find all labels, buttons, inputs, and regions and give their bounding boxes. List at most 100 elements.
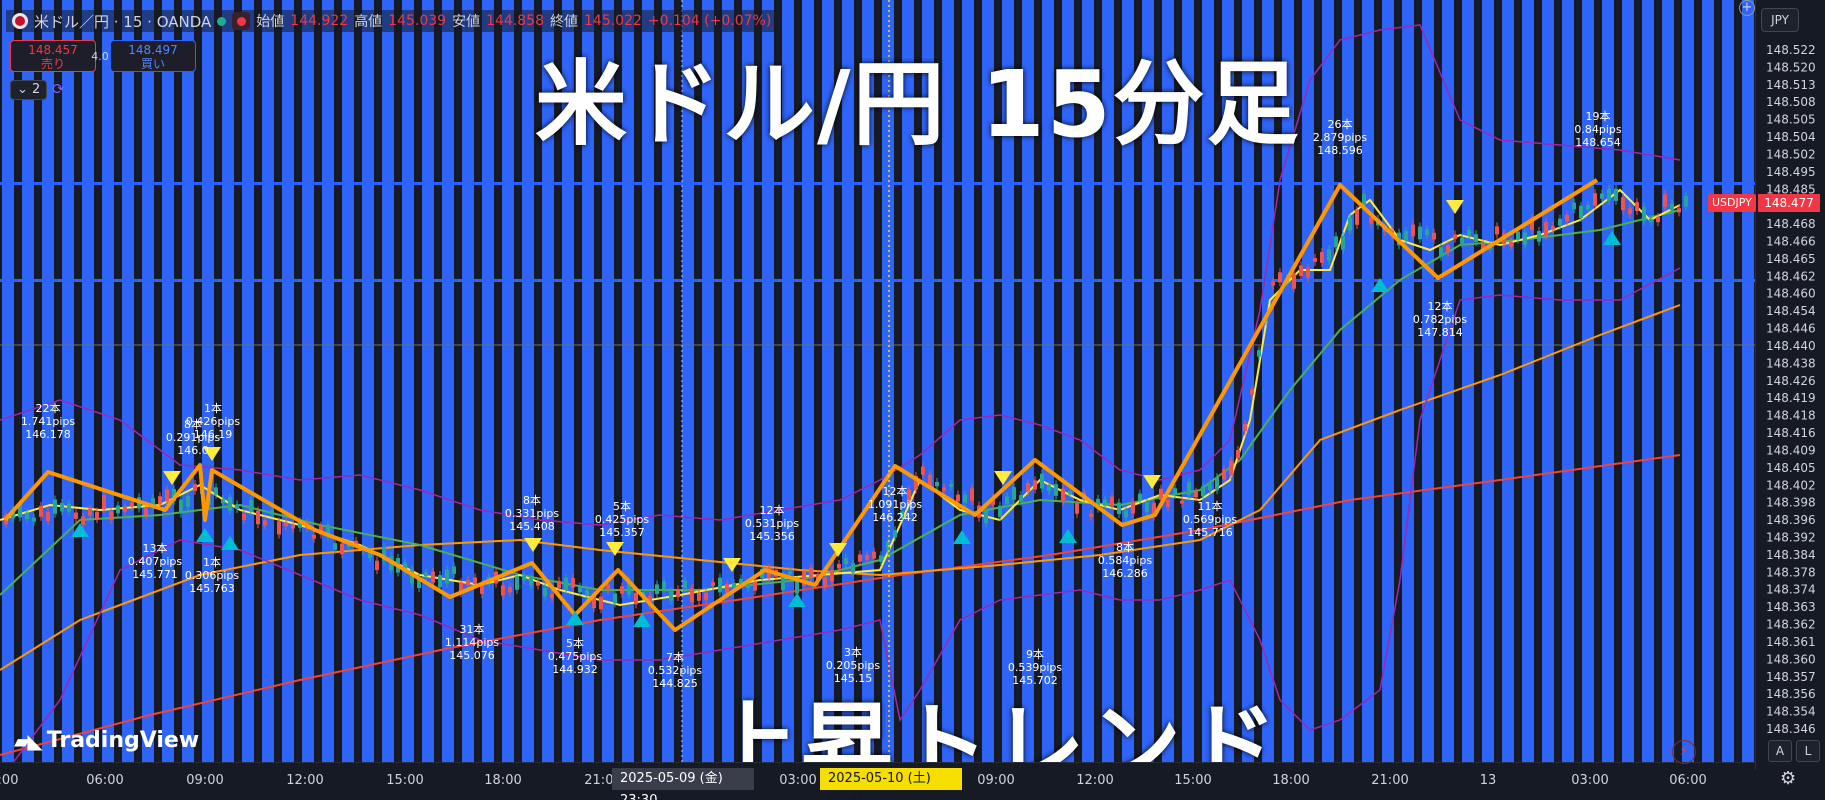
gear-icon[interactable]: ⚙	[1780, 768, 1797, 789]
candle-body	[1194, 491, 1198, 498]
annotation-text: 5本	[566, 636, 584, 650]
price-tick-label: 148.354	[1766, 705, 1816, 719]
price-tick-label: 148.438	[1766, 356, 1816, 370]
auto-scale-button[interactable]: A	[1768, 740, 1792, 762]
candle-body	[1642, 206, 1646, 222]
low-label: 安値	[452, 14, 481, 30]
annotation-text: 145.356	[749, 530, 795, 543]
tradingview-logo[interactable]: ▰◣ TradingView	[14, 728, 199, 753]
price-tick-label: 148.409	[1766, 443, 1816, 457]
stripe	[1282, 0, 1294, 762]
add-plus-icon[interactable]: +	[1739, 0, 1755, 16]
change-value: +0.104 (+0.07%)	[647, 13, 772, 29]
candle-body	[1369, 217, 1373, 224]
annotation-text: 0.407pips	[128, 555, 183, 568]
stripe	[1042, 0, 1054, 762]
candle-body	[11, 510, 15, 519]
sync-icon[interactable]: ⟳	[52, 80, 65, 98]
sell-button[interactable]: 148.457 売り	[10, 40, 96, 72]
annotation-text: 0.539pips	[1008, 661, 1063, 674]
price-tick-label: 148.465	[1766, 252, 1816, 266]
candle-body	[18, 503, 22, 518]
stripe	[642, 0, 654, 762]
currency-label: JPY	[1771, 13, 1789, 27]
candle-body	[109, 511, 113, 520]
candle-body	[515, 576, 519, 590]
price-tick-label: 148.468	[1766, 217, 1816, 231]
candle-body	[1159, 488, 1163, 500]
candle-body	[158, 496, 162, 505]
price-scale[interactable]: 148.522 148.520 148.513 148.508 148.505 148.5…	[1755, 0, 1825, 770]
stripe	[1342, 0, 1354, 762]
up-marker	[953, 530, 971, 544]
stripe	[1642, 0, 1654, 762]
candle-body	[725, 584, 729, 594]
candle-body	[333, 543, 337, 551]
log-scale-button[interactable]: L	[1796, 740, 1820, 762]
candle-body	[1362, 193, 1366, 205]
time-tick-label: 06:00	[1669, 773, 1706, 788]
stripe	[1742, 0, 1754, 762]
annotation-text: 148.654	[1575, 136, 1621, 149]
price-tick-label: 148.446	[1766, 322, 1816, 336]
last-price-tag: 148.477	[1758, 194, 1820, 212]
time-tick-label: 09:00	[977, 773, 1014, 788]
stripe	[602, 0, 614, 762]
price-tick-label: 148.363	[1766, 600, 1816, 614]
price-tick-label: 148.398	[1766, 496, 1816, 510]
stripe	[1522, 0, 1534, 762]
annotation-text: 26本	[1328, 117, 1353, 131]
candle-body	[865, 554, 869, 560]
stripe	[702, 0, 714, 762]
symbol-legend[interactable]: 米ドル／円 · 15 · OANDA 始値 144.922 高値 145.039…	[6, 10, 778, 32]
annotation-text: 0.331pips	[505, 507, 560, 520]
candle-body	[1656, 216, 1660, 223]
candle-body	[1586, 204, 1590, 210]
candle-body	[921, 466, 925, 475]
candle-body	[809, 567, 813, 579]
candle-body	[1110, 496, 1114, 506]
price-tick-label: 148.416	[1766, 426, 1816, 440]
candle-body	[95, 511, 99, 520]
annotation-text: 1本	[204, 401, 222, 415]
candle-body	[893, 530, 897, 538]
chart-canvas[interactable]: 22本1.741pips146.1788本0.291pips146.01本0.4…	[0, 0, 1755, 762]
annotation-text: 0.532pips	[648, 664, 703, 677]
price-tick-label: 148.356	[1766, 687, 1816, 701]
candle-body	[1292, 274, 1296, 289]
candle-body	[1649, 218, 1653, 223]
candle-body	[1019, 495, 1023, 503]
indicator-toggle[interactable]: ⌄ 2	[10, 80, 48, 100]
candle-body	[1278, 272, 1282, 283]
annotation-text: 145.771	[132, 568, 178, 581]
buy-button[interactable]: 148.497 買い	[110, 40, 196, 72]
candle-body	[1593, 193, 1597, 206]
currency-button[interactable]: JPY	[1761, 8, 1799, 32]
stripe	[1242, 0, 1254, 762]
candle-body	[928, 474, 932, 487]
candle-body	[298, 521, 302, 528]
alert-status-icon[interactable]	[232, 12, 251, 30]
candle-body	[270, 510, 274, 514]
candle-body	[466, 580, 470, 586]
candle-body	[837, 563, 841, 569]
candle-body	[242, 513, 246, 520]
price-tick-label: 148.402	[1766, 478, 1816, 492]
stripe	[1502, 0, 1514, 762]
bolt-icon[interactable]: ⚡	[1672, 740, 1696, 764]
annotation-text: 5本	[613, 499, 631, 513]
price-tick-label: 148.502	[1766, 147, 1816, 161]
symbol-title[interactable]: 米ドル／円 · 15 · OANDA	[34, 12, 212, 31]
candle-body	[116, 505, 120, 514]
brand-name: TradingView	[46, 728, 200, 753]
candle-body	[1509, 241, 1513, 247]
candle-body	[830, 570, 834, 582]
candle-body	[1229, 460, 1233, 476]
price-tick-label: 148.495	[1766, 165, 1816, 179]
up-marker	[1603, 231, 1621, 245]
annotation-text: 0.84pips	[1574, 123, 1622, 136]
candle-body	[606, 584, 610, 591]
price-tick-label: 148.508	[1766, 95, 1816, 109]
zigzag-path	[3, 178, 1599, 632]
